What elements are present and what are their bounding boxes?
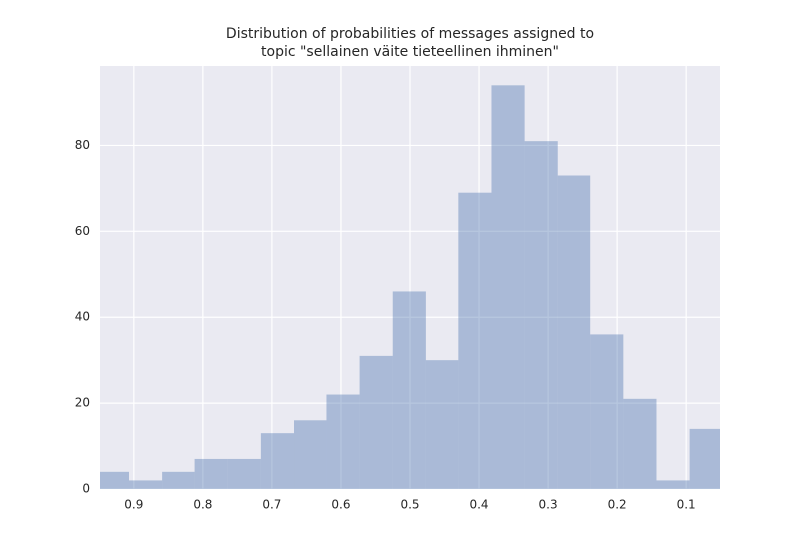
x-tick-label: 0.3 <box>539 498 558 512</box>
x-tick-label: 0.5 <box>400 498 419 512</box>
bar <box>294 420 327 489</box>
x-tick-label: 0.8 <box>193 498 212 512</box>
tick-labels: 0 20 40 60 80 0.9 0.8 0.7 0.6 0.5 0.4 0.3 0.2 0.1 <box>75 138 696 512</box>
bar <box>326 394 360 489</box>
bar <box>227 458 261 489</box>
x-tick-label: 0.9 <box>124 498 143 512</box>
bar <box>458 192 492 489</box>
bar <box>590 334 624 489</box>
y-tick-label: 40 <box>75 310 90 324</box>
x-tick-label: 0.6 <box>331 498 350 512</box>
y-tick-label: 60 <box>75 224 90 238</box>
x-tick-label: 0.7 <box>262 498 281 512</box>
bar <box>557 175 591 489</box>
bar <box>425 360 459 489</box>
x-tick-label: 0.2 <box>608 498 627 512</box>
y-tick-label: 0 <box>82 482 90 496</box>
x-tick-label: 0.4 <box>469 498 488 512</box>
grid <box>100 66 720 490</box>
chart-title: Distribution of probabilities of message… <box>226 26 594 42</box>
bars <box>100 85 720 489</box>
y-tick-label: 20 <box>75 396 90 410</box>
bar <box>491 85 525 489</box>
bar <box>162 471 195 489</box>
bar <box>260 433 295 489</box>
bar <box>656 480 690 489</box>
bar <box>689 428 720 489</box>
bar <box>623 398 657 489</box>
bar <box>194 458 228 489</box>
bar <box>128 480 163 489</box>
bar <box>359 355 393 489</box>
y-tick-label: 80 <box>75 138 90 152</box>
bar <box>392 291 426 489</box>
chart-title: topic "sellainen väite tieteellinen ihmi… <box>261 44 559 60</box>
x-tick-label: 0.1 <box>677 498 696 512</box>
bar <box>524 141 558 489</box>
bar <box>100 471 129 489</box>
